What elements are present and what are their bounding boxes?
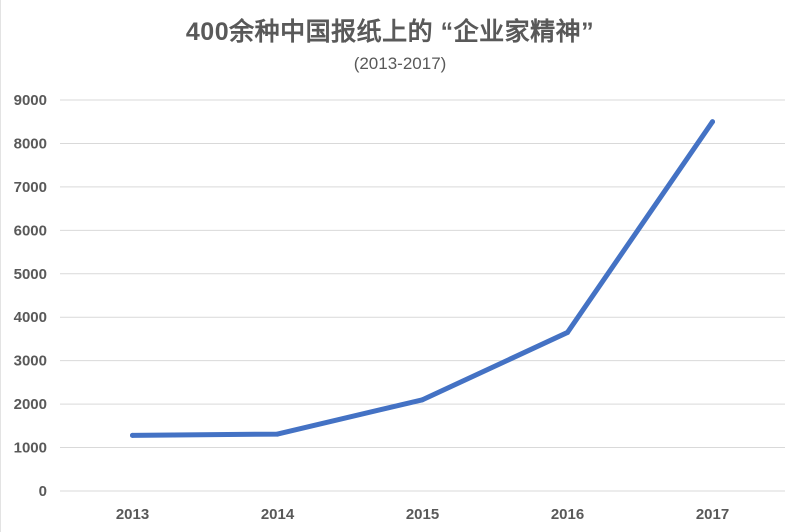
y-tick-label: 2000 — [14, 396, 47, 413]
y-axis-ticks: 0 1000 2000 3000 4000 5000 6000 7000 8000 9000 — [14, 92, 47, 500]
y-tick-label: 9000 — [14, 92, 47, 109]
y-tick-label: 1000 — [14, 440, 47, 457]
gridlines — [60, 99, 785, 492]
x-tick-label: 2014 — [261, 506, 295, 523]
x-tick-label: 2017 — [696, 506, 729, 523]
y-tick-label: 6000 — [14, 222, 47, 239]
y-tick-label: 3000 — [14, 353, 47, 370]
data-point — [130, 432, 135, 438]
y-tick-label: 4000 — [14, 309, 47, 326]
x-tick-label: 2016 — [551, 506, 584, 523]
series-lines — [130, 119, 715, 438]
y-tick-label: 5000 — [14, 266, 47, 283]
x-tick-label: 2013 — [116, 506, 149, 523]
x-tick-label: 2015 — [406, 506, 439, 523]
y-tick-label: 7000 — [14, 179, 47, 196]
y-tick-label: 8000 — [14, 135, 47, 152]
y-tick-label: 0 — [39, 483, 47, 500]
data-point — [275, 431, 280, 437]
data-point — [565, 329, 570, 335]
x-axis-ticks: 2013 2014 2015 2016 2017 — [116, 506, 729, 523]
left-border — [0, 0, 1, 532]
data-point — [420, 397, 425, 403]
data-point — [710, 119, 715, 125]
chart-title: 400余种中国报纸上的 “企业家精神” — [185, 18, 595, 46]
chart-subtitle: (2013-2017) — [353, 54, 447, 73]
series-line — [130, 119, 715, 438]
